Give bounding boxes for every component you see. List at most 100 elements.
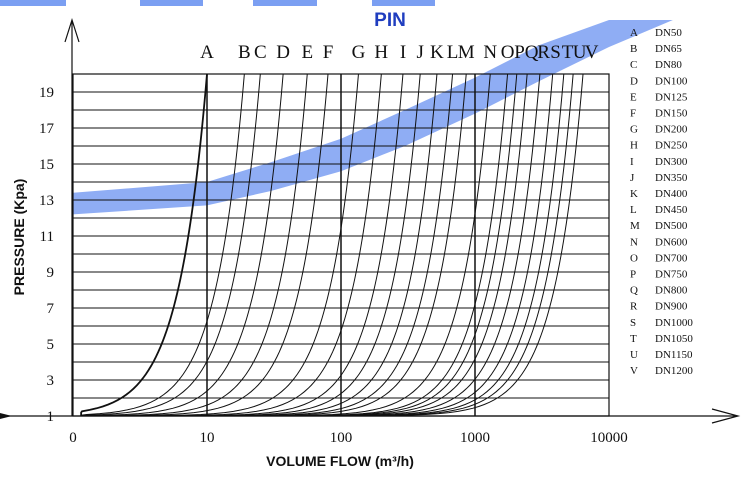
curve-C: [80, 73, 261, 417]
y-tick-label: 1: [47, 409, 55, 425]
top-stripe-3: [372, 0, 435, 6]
legend-size-K: DN400: [655, 188, 688, 200]
legend-size-D: DN100: [655, 75, 688, 87]
curve-label-T: T: [562, 42, 574, 63]
legend-letter-K: K: [630, 188, 638, 200]
curve-label-D: D: [276, 42, 290, 63]
y-tick-label: 15: [39, 157, 54, 173]
curve-label-N: N: [483, 42, 497, 63]
y-axis-title: PRESSURE (Kpa): [11, 179, 27, 296]
curve-label-C: C: [254, 42, 267, 63]
y-tick-label: 3: [47, 373, 55, 389]
legend-layer: A DN50 B DN65 C DN80 D DN100 E DN125 F DN150 G DN200 H…: [630, 27, 693, 377]
legend-size-R: DN900: [655, 301, 688, 313]
curve-H: [81, 73, 382, 417]
curve-K: [81, 73, 438, 417]
curve-F: [81, 73, 329, 417]
curve-label-U: U: [573, 42, 587, 63]
legend-letter-I: I: [630, 156, 634, 168]
legend-size-V: DN1200: [655, 365, 693, 377]
legend-size-O: DN700: [655, 252, 688, 264]
curve-label-L: L: [447, 42, 459, 63]
legend-letter-U: U: [630, 349, 638, 361]
legend-letter-L: L: [630, 204, 637, 216]
legend-letter-J: J: [630, 172, 635, 184]
curve-label-P: P: [514, 42, 525, 63]
curve-label-J: J: [416, 42, 423, 63]
legend-size-L: DN450: [655, 204, 688, 216]
label-layer: A B C D E F G H I J K L M N O P QR S T UV PIN VOLUME FLOW (m³…: [11, 10, 599, 469]
curve-E: [80, 73, 308, 417]
legend-letter-A: A: [630, 27, 638, 39]
curve-T: [81, 73, 565, 417]
legend-size-P: DN750: [655, 269, 688, 281]
legend-letter-N: N: [630, 236, 638, 248]
curve-label-O: O: [501, 42, 515, 63]
legend-letter-B: B: [630, 43, 637, 55]
top-stripe-2: [253, 0, 317, 6]
legend-letter-S: S: [630, 317, 636, 329]
curve-label-F: F: [323, 42, 334, 63]
curve-S: [81, 73, 554, 417]
curve-label-S: S: [550, 42, 561, 63]
legend-size-C: DN80: [655, 59, 682, 71]
curve-label-E: E: [301, 42, 313, 63]
y-tick-label: 5: [47, 337, 55, 353]
pin-band: [73, 20, 673, 215]
x-tick-label: 100: [330, 430, 353, 446]
curve-N: [81, 73, 491, 417]
grid-layer: [72, 73, 610, 417]
y-axis-arrow: [64, 18, 80, 43]
curve-label-I: I: [400, 42, 406, 63]
legend-size-T: DN1050: [655, 333, 693, 345]
x-tick-label: 10000: [590, 430, 628, 446]
top-stripe-1: [140, 0, 203, 6]
curve-B: [80, 73, 245, 416]
x-axis-left-arrow: [0, 413, 12, 419]
legend-letter-G: G: [630, 124, 638, 136]
legend-size-F: DN150: [655, 108, 688, 120]
legend-size-J: DN350: [655, 172, 688, 184]
chart-title: PIN: [374, 10, 406, 31]
curve-label-B: B: [238, 42, 251, 63]
legend-size-E: DN125: [655, 91, 688, 103]
legend-size-N: DN600: [655, 236, 688, 248]
legend-letter-F: F: [630, 108, 636, 120]
curve-Q: [81, 73, 528, 417]
legend-size-I: DN300: [655, 156, 688, 168]
curve-M: [81, 73, 467, 417]
legend-size-G: DN200: [655, 124, 688, 136]
x-axis-arrow: [711, 408, 741, 424]
legend-letter-E: E: [630, 91, 637, 103]
y-tick-label: 7: [47, 301, 55, 317]
top-stripe-0: [0, 0, 66, 6]
legend-letter-C: C: [630, 59, 637, 71]
curve-P: [81, 73, 518, 417]
curve-J: [81, 73, 421, 417]
y-tick-label: 13: [39, 193, 54, 209]
legend-size-M: DN500: [655, 220, 688, 232]
legend-size-Q: DN800: [655, 285, 688, 297]
y-tick-label: 9: [47, 265, 55, 281]
curve-label-K: K: [430, 42, 444, 63]
x-tick-label: 0: [69, 430, 77, 446]
legend-letter-P: P: [630, 269, 636, 281]
x-axis-title: VOLUME FLOW (m³/h): [266, 453, 414, 469]
legend-letter-Q: Q: [630, 285, 638, 297]
legend-letter-O: O: [630, 252, 638, 264]
legend-letter-H: H: [630, 140, 638, 152]
y-tick-label: 17: [39, 121, 55, 137]
legend-size-S: DN1000: [655, 317, 693, 329]
legend-letter-D: D: [630, 75, 638, 87]
legend-letter-M: M: [630, 220, 640, 232]
legend-letter-V: V: [630, 365, 638, 377]
pin-band-layer: [0, 0, 673, 215]
curve-label-G: G: [352, 42, 366, 63]
curve-label-A: A: [200, 42, 214, 63]
legend-letter-R: R: [630, 301, 638, 313]
legend-size-U: DN1150: [655, 349, 693, 361]
curve-G: [81, 73, 359, 417]
